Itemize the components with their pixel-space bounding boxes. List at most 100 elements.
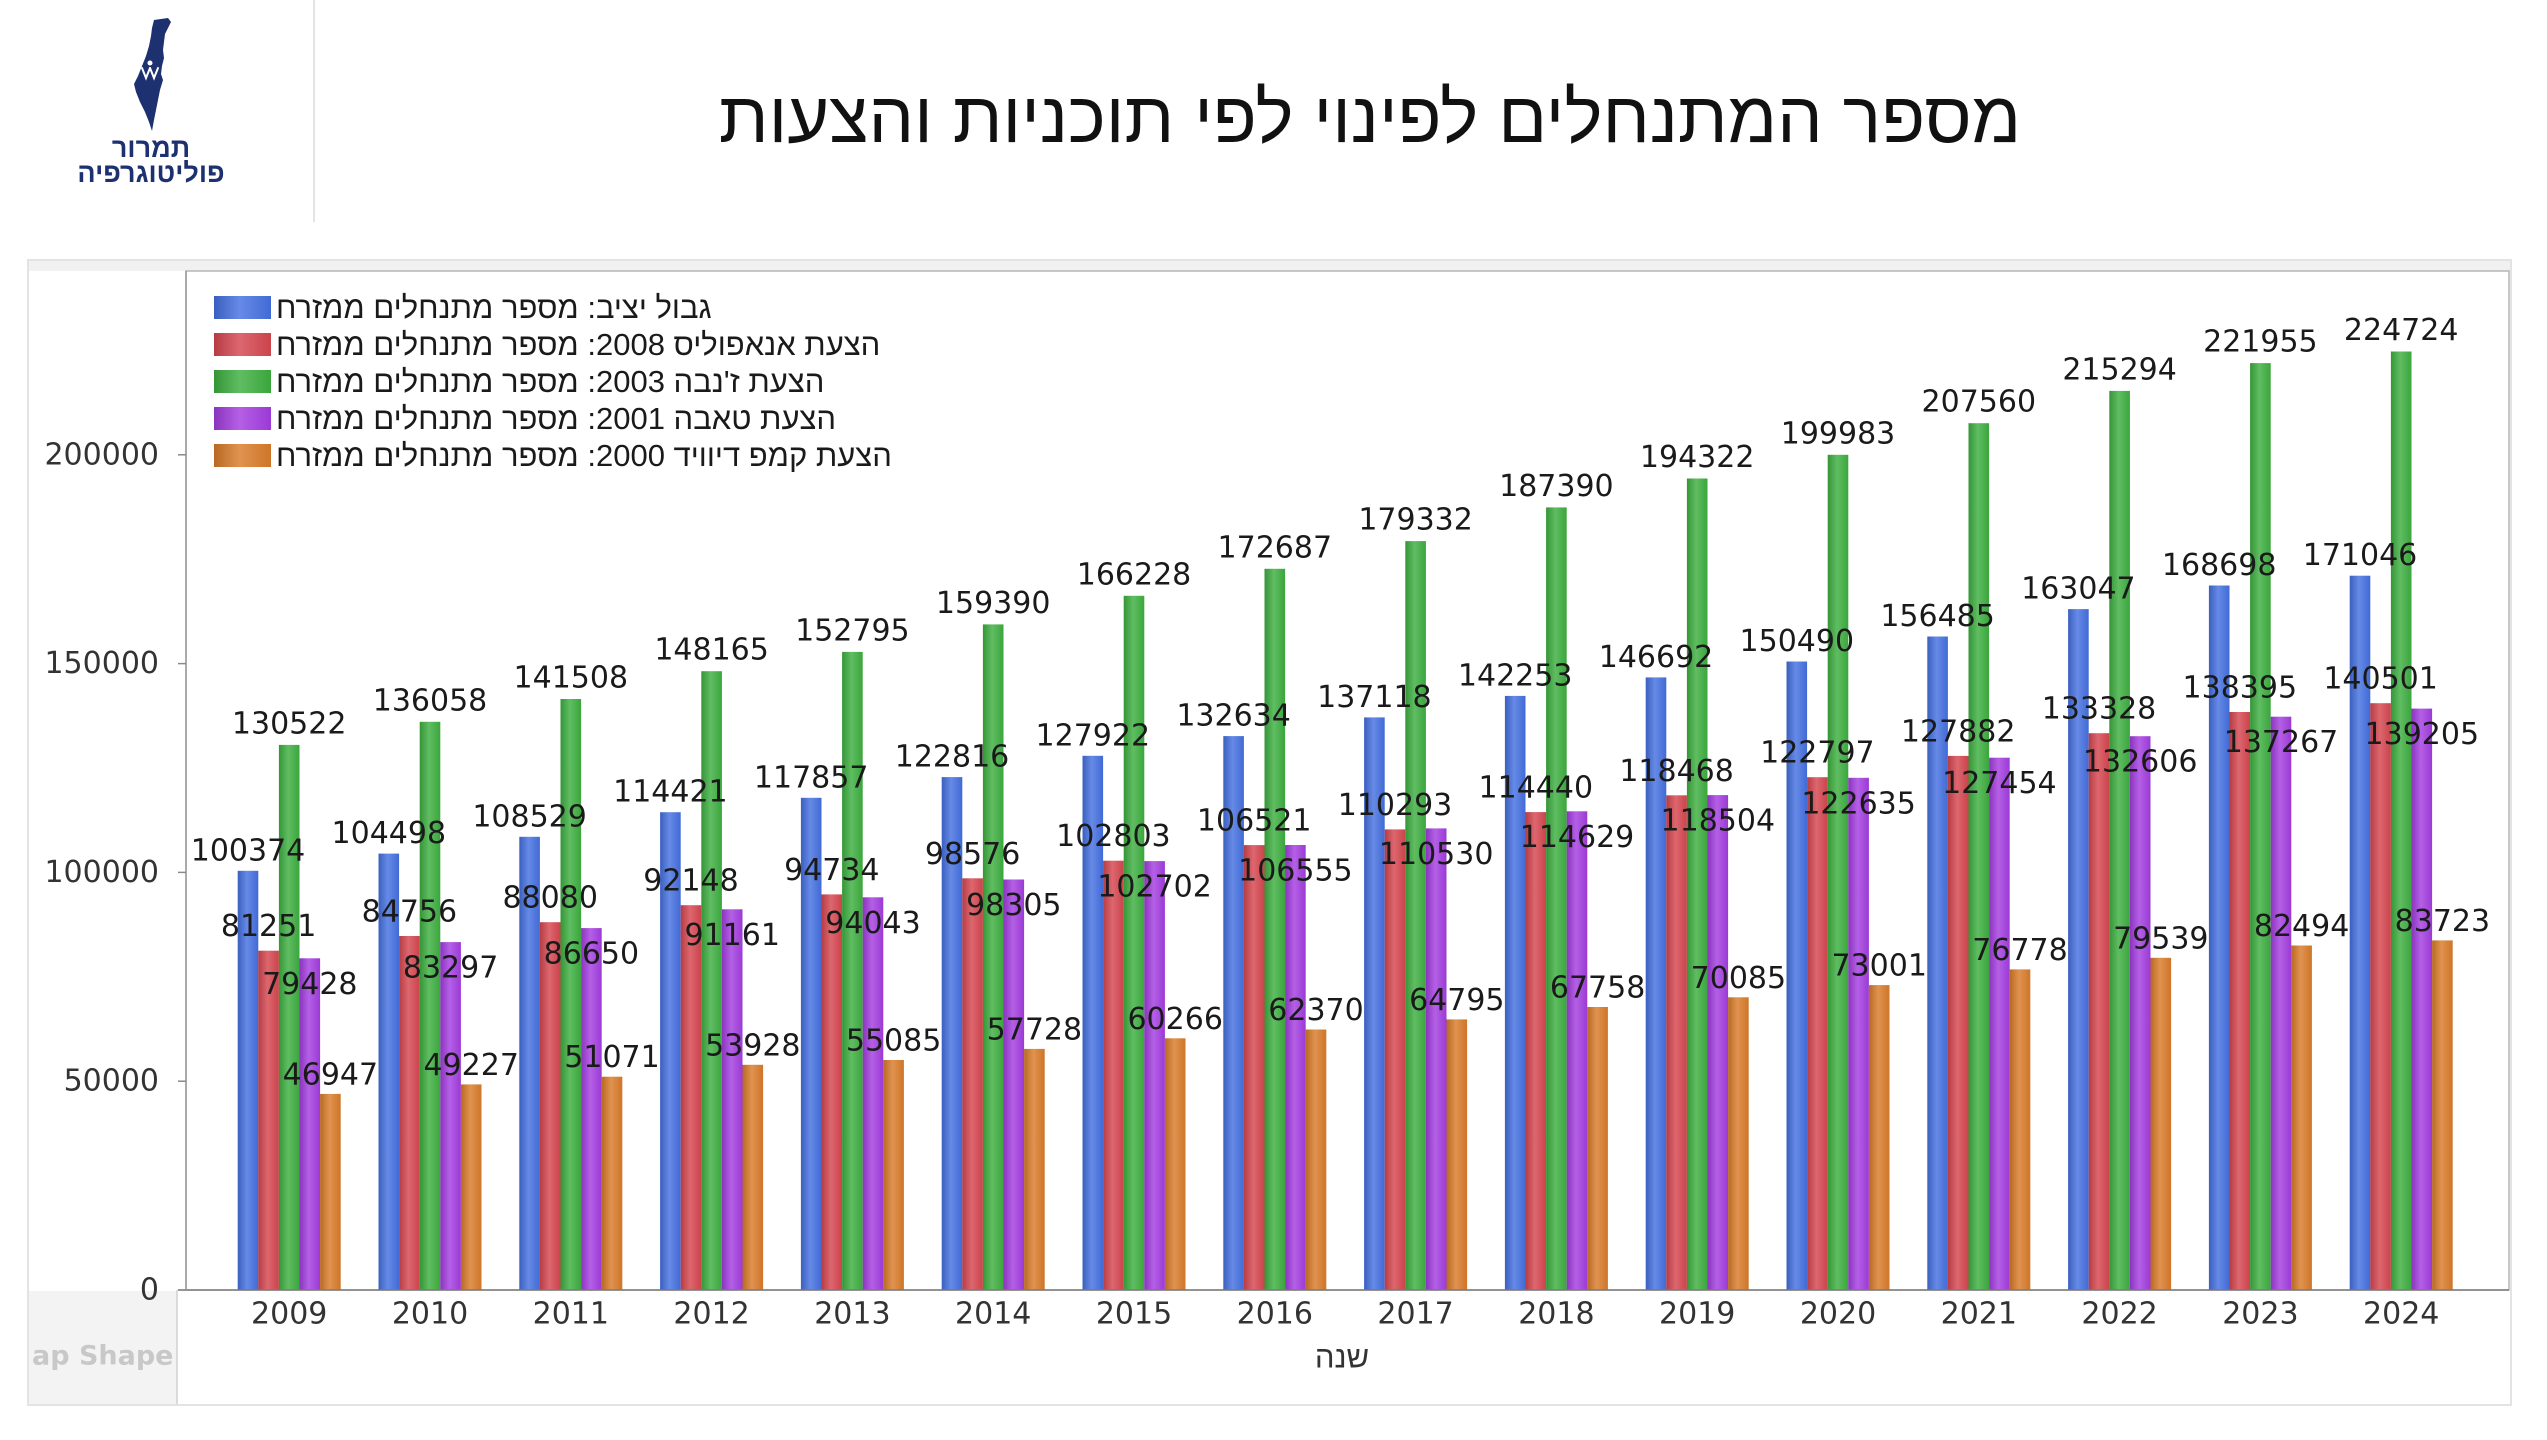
y-tick-label-0: 0 <box>140 1273 159 1308</box>
data-label-taba-2001-2021: 127454 <box>1942 766 2057 801</box>
bar-camp-david-2000-2017 <box>1446 1019 1468 1290</box>
data-label-annapolis-2008-2023: 138395 <box>2183 671 2298 706</box>
bar-stable-border-2018 <box>1504 695 1526 1290</box>
data-label-annapolis-2008-2024: 140501 <box>2323 662 2438 697</box>
data-label-taba-2001-2022: 132606 <box>2083 745 2198 780</box>
legend-item-geneva-2003[interactable]: הצעת ז'נבה 2003: מספר מתנחלים ממזרח <box>214 363 892 400</box>
bar-annapolis-2008-2015 <box>1103 860 1124 1290</box>
data-label-camp-david-2000-2020: 73001 <box>1831 949 1926 984</box>
x-tick-label-2018: 2018 <box>1518 1297 1594 1332</box>
data-label-camp-david-2000-2018: 67758 <box>1550 971 1645 1006</box>
data-label-annapolis-2008-2017: 110293 <box>1338 788 1453 823</box>
logo-text-line2: פוליטוגרפיה <box>77 158 225 188</box>
data-label-annapolis-2008-2013: 94734 <box>784 853 879 888</box>
legend-swatch-camp-david-2000 <box>214 444 271 467</box>
bar-taba-2001-2018 <box>1566 811 1588 1290</box>
data-label-geneva-2003-2018: 187390 <box>1499 469 1614 504</box>
data-label-annapolis-2008-2009: 81251 <box>221 909 316 944</box>
data-label-stable-border-2017: 137118 <box>1317 680 1432 715</box>
legend-item-camp-david-2000[interactable]: הצעת קמפ דיוויד 2000: מספר מתנחלים ממזרח <box>214 437 892 474</box>
legend-swatch-annapolis-2008 <box>214 333 271 356</box>
header-divider <box>313 0 315 222</box>
bar-geneva-2003-2014 <box>982 624 1004 1290</box>
legend-item-stable-border[interactable]: גבול יציב: מספר מתנחלים ממזרח <box>214 289 892 326</box>
bar-taba-2001-2017 <box>1425 828 1447 1290</box>
bar-stable-border-2022 <box>2068 609 2089 1290</box>
bar-stable-border-2010 <box>378 853 400 1290</box>
data-label-taba-2001-2012: 91161 <box>684 918 779 953</box>
bar-stable-border-2011 <box>519 836 540 1290</box>
data-label-annapolis-2008-2010: 84756 <box>362 895 457 930</box>
bar-geneva-2003-2009 <box>278 744 300 1290</box>
bar-annapolis-2008-2011 <box>539 922 561 1290</box>
y-tick-label-50000: 50000 <box>64 1064 159 1099</box>
bar-annapolis-2008-2020 <box>1807 777 1828 1290</box>
x-tick-label-2023: 2023 <box>2222 1297 2298 1332</box>
data-label-stable-border-2024: 171046 <box>2303 538 2418 573</box>
y-tick-label-100000: 100000 <box>44 855 159 890</box>
data-label-stable-border-2021: 156485 <box>1880 599 1995 634</box>
bar-geneva-2003-2022 <box>2109 390 2130 1290</box>
bar-stable-border-2020 <box>1786 661 1808 1290</box>
legend-swatch-taba-2001 <box>214 407 271 430</box>
data-label-taba-2001-2013: 94043 <box>825 906 920 941</box>
data-label-annapolis-2008-2021: 127882 <box>1901 714 2016 749</box>
chart-panel-top-strip <box>29 261 2510 271</box>
bar-camp-david-2000-2024 <box>2432 940 2453 1290</box>
data-label-camp-david-2000-2017: 64795 <box>1409 983 1504 1018</box>
bar-camp-david-2000-2016 <box>1305 1029 1327 1290</box>
data-label-taba-2001-2024: 139205 <box>2365 717 2480 752</box>
map-shape-dropzone[interactable] <box>29 1291 177 1404</box>
data-label-stable-border-2018: 142253 <box>1458 658 1573 693</box>
data-label-taba-2001-2016: 106555 <box>1238 854 1353 889</box>
data-label-geneva-2003-2021: 207560 <box>1922 385 2037 420</box>
bar-camp-david-2000-2011 <box>601 1076 623 1290</box>
chart-axes: 0 50000 100000 150000 200000 2009 2010 2011 2012… <box>44 437 2439 1331</box>
data-label-stable-border-2011: 108529 <box>472 799 587 834</box>
bar-taba-2001-2009 <box>299 958 321 1290</box>
bar-stable-border-2023 <box>2208 585 2230 1290</box>
data-label-annapolis-2008-2011: 88080 <box>502 881 597 916</box>
bar-annapolis-2008-2013 <box>821 894 843 1290</box>
data-label-annapolis-2008-2016: 106521 <box>1197 804 1312 839</box>
bar-geneva-2003-2012 <box>701 671 722 1290</box>
data-label-geneva-2003-2016: 172687 <box>1218 530 1333 565</box>
x-tick-label-2024: 2024 <box>2363 1297 2439 1332</box>
data-label-stable-border-2012: 114421 <box>613 775 728 810</box>
data-label-annapolis-2008-2015: 102803 <box>1056 819 1171 854</box>
bar-taba-2001-2011 <box>581 928 602 1290</box>
data-label-taba-2001-2014: 98305 <box>966 888 1061 923</box>
bar-taba-2001-2015 <box>1144 861 1165 1290</box>
bar-annapolis-2008-2017 <box>1384 829 1406 1290</box>
bars <box>237 351 2453 1291</box>
data-label-camp-david-2000-2014: 57728 <box>987 1012 1082 1047</box>
legend-item-taba-2001[interactable]: הצעת טאבה 2001: מספר מתנחלים ממזרח <box>214 400 892 437</box>
bar-geneva-2003-2021 <box>1968 423 1990 1290</box>
data-label-camp-david-2000-2022: 79539 <box>2113 921 2208 956</box>
bar-camp-david-2000-2013 <box>883 1060 904 1290</box>
data-label-taba-2001-2018: 114629 <box>1520 820 1635 855</box>
legend-label-taba-2001: הצעת טאבה 2001: מספר מתנחלים ממזרח <box>276 401 837 436</box>
bar-stable-border-2013 <box>800 797 822 1290</box>
data-label-taba-2001-2017: 110530 <box>1379 837 1494 872</box>
logo-text: תמרור פוליטוגרפיה <box>62 135 240 188</box>
bar-annapolis-2008-2014 <box>962 878 983 1290</box>
data-label-stable-border-2010: 104498 <box>332 816 447 851</box>
legend: גבול יציב: מספר מתנחלים ממזרח הצעת אנאפו… <box>214 289 892 474</box>
bar-camp-david-2000-2012 <box>742 1064 764 1290</box>
bar-taba-2001-2013 <box>862 897 884 1290</box>
x-tick-label-2012: 2012 <box>673 1297 749 1332</box>
x-axis-title: שנה <box>1315 1340 1369 1375</box>
data-label-stable-border-2019: 146692 <box>1599 640 1714 675</box>
bar-stable-border-2012 <box>660 812 681 1290</box>
bar-camp-david-2000-2019 <box>1728 997 1749 1290</box>
page-title: מספר המתנחלים לפינוי לפי תוכניות והצעות <box>718 78 2022 158</box>
bar-geneva-2003-2019 <box>1686 478 1708 1290</box>
legend-item-annapolis-2008[interactable]: הצעת אנאפוליס 2008: מספר מתנחלים ממזרח <box>214 326 892 363</box>
bar-annapolis-2008-2012 <box>680 905 702 1290</box>
data-label-geneva-2003-2022: 215294 <box>2062 352 2177 387</box>
bar-taba-2001-2014 <box>1003 879 1025 1290</box>
bar-camp-david-2000-2018 <box>1587 1007 1608 1290</box>
bar-annapolis-2008-2023 <box>2229 712 2251 1290</box>
bar-camp-david-2000-2020 <box>1868 985 1890 1290</box>
